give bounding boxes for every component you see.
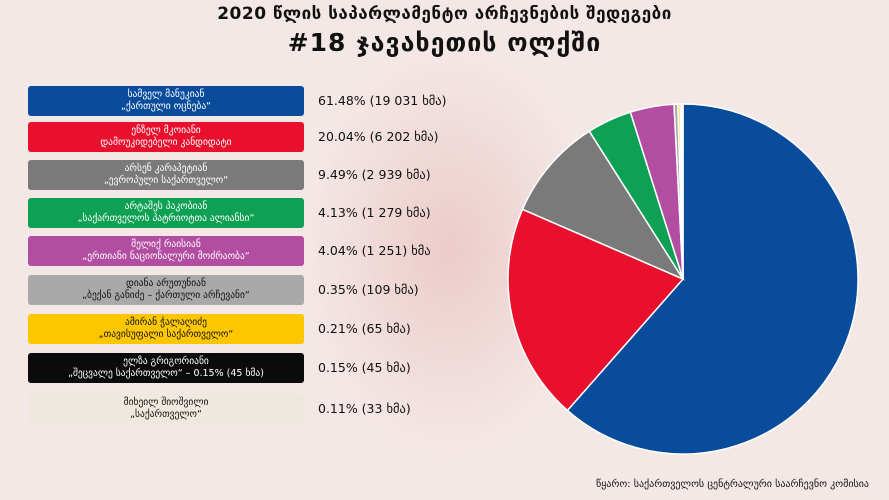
- legend-box-7: ამირან ჭალაღიძე „თავისუფალი საქართველო“: [28, 314, 304, 344]
- data-label-4: 4.13% (1 279 ხმა): [318, 205, 431, 220]
- data-label-5: 4.04% (1 251) ხმა: [318, 243, 431, 258]
- legend-box-3: არსენ კარაპეტიან „ევროპული საქართველო“: [28, 160, 304, 190]
- pie-slice-1: [566, 103, 859, 455]
- data-label-6: 0.35% (109 ხმა): [318, 282, 419, 297]
- legend-party-7: „თავისუფალი საქართველო“: [98, 329, 234, 340]
- data-label-3: 9.49% (2 939 ხმა): [318, 167, 431, 182]
- legend-box-2: ენზელ მკოიანი დამოუკიდებელი კანდიდატი: [28, 122, 304, 152]
- legend-party-1: „ქართული ოცნება“: [120, 101, 212, 112]
- legend-name-9: მიხეილ შიოშვილი: [123, 397, 209, 408]
- data-label-8: 0.15% (45 ხმა): [318, 360, 411, 375]
- page-title: 2020 წლის საპარლამენტო არჩევნების შედეგე…: [217, 4, 672, 24]
- legend-box-6: დიანა არუთუნიან „ბექან განიძე – ქართული …: [28, 275, 304, 305]
- legend-name-8: ელზა გრიგორიანი: [123, 356, 209, 367]
- legend-box-8: ელზა გრიგორიანი „შეცვალე საქართველო“ – 0…: [28, 353, 304, 383]
- pie-slice-3: [521, 130, 685, 281]
- legend-box-1: სამველ მანუკიან „ქართული ოცნება“: [28, 86, 304, 116]
- data-label-1: 61.48% (19 031 ხმა): [318, 93, 447, 108]
- legend-party-9: „საქართველო“: [130, 409, 202, 420]
- source-note: წყარო: საქართველოს ცენტრალური საარჩევნო …: [595, 479, 869, 490]
- legend-box-9: მიხეილ შიოშვილი „საქართველო“: [28, 394, 304, 424]
- legend-party-5: „ერთიანი ნაციონალური მოძრაობა“: [82, 251, 250, 262]
- data-label-2: 20.04% (6 202 ხმა): [318, 129, 439, 144]
- legend-party-8: „შეცვალე საქართველო“ – 0.15% (45 ხმა): [68, 368, 264, 379]
- legend-name-3: არსენ კარაპეტიან: [124, 163, 208, 174]
- data-label-7: 0.21% (65 ხმა): [318, 321, 411, 336]
- legend-box-4: არტაშეს პაკობიან „საქართველოს პატრიოტთა …: [28, 198, 304, 228]
- legend-name-5: მელიქ რაისიან: [131, 239, 201, 250]
- pie-slice-9: [681, 103, 684, 280]
- page-subtitle: #18 ჯავახეთის ოლქში: [287, 28, 602, 57]
- legend-name-6: დიანა არუთუნიან: [126, 278, 206, 289]
- legend-name-1: სამველ მანუკიან: [127, 89, 205, 100]
- pie-slice-2: [507, 208, 685, 412]
- legend-party-2: დამოუკიდებელი კანდიდატი: [100, 137, 232, 148]
- legend-name-7: ამირან ჭალაღიძე: [125, 317, 207, 328]
- legend-party-3: „ევროპული საქართველო“: [103, 175, 229, 186]
- legend-name-4: არტაშეს პაკობიან: [124, 201, 208, 212]
- legend-name-2: ენზელ მკოიანი: [131, 125, 201, 136]
- legend-box-5: მელიქ რაისიან „ერთიანი ნაციონალური მოძრა…: [28, 236, 304, 266]
- legend-party-6: „ბექან განიძე – ქართული არჩევანი“: [82, 290, 250, 301]
- data-label-9: 0.11% (33 ხმა): [318, 401, 411, 416]
- legend-party-4: „საქართველოს პატრიოტთა ალიანსი“: [77, 213, 255, 224]
